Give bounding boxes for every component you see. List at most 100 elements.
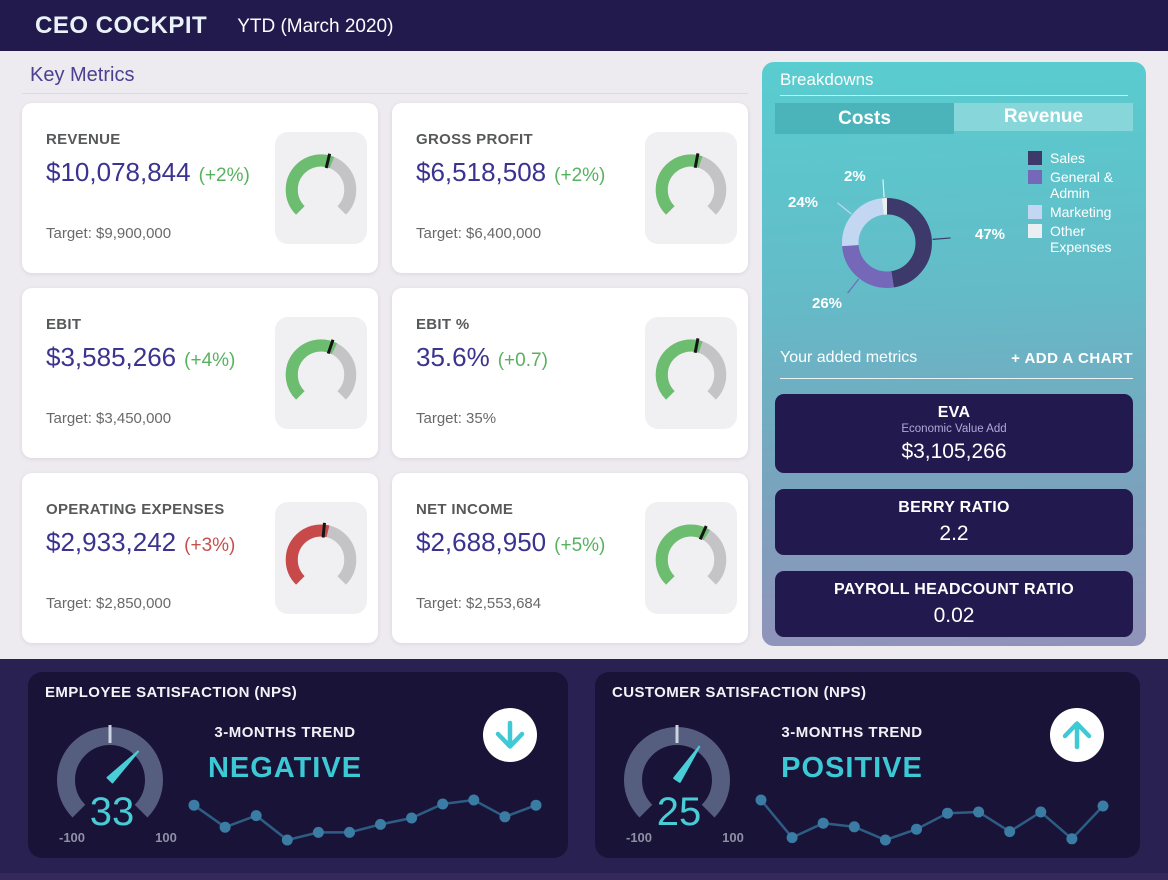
- legend-item: Other Expenses: [1028, 223, 1144, 255]
- key-metrics-grid: REVENUE $10,078,844 (+2%) Target: $9,900,…: [22, 103, 748, 643]
- metric-change: (+2%): [198, 165, 250, 186]
- added-metrics-divider: [780, 378, 1133, 379]
- metric-label: REVENUE: [46, 131, 121, 148]
- nps-value: 25: [656, 790, 702, 834]
- nps-min-label: -100: [58, 830, 86, 845]
- metric-gauge-chart: [645, 317, 737, 429]
- metric-value: 35.6%: [416, 342, 490, 372]
- tab-costs[interactable]: Costs: [775, 103, 954, 134]
- metric-target: Target: $6,400,000: [416, 225, 542, 242]
- metric-card: NET INCOME $2,688,950 (+5%) Target: $2,55…: [392, 473, 748, 643]
- nps-max-label: 100: [155, 830, 177, 845]
- nps-card: EMPLOYEE SATISFACTION (NPS) 33 -100 100 …: [28, 672, 568, 858]
- legend-item: General & Admin: [1028, 169, 1144, 201]
- legend-label: Other Expenses: [1050, 223, 1112, 256]
- added-metric-card: PAYROLL HEADCOUNT RATIO 0.02: [775, 571, 1133, 637]
- nps-gauge-chart: [597, 702, 757, 857]
- added-metric-card: BERRY RATIO 2.2: [775, 489, 1133, 555]
- added-metrics-list: EVA Economic Value Add $3,105,266 BERRY …: [775, 394, 1133, 653]
- added-metric-title: BERRY RATIO: [898, 499, 1010, 516]
- metric-gauge-chart: [275, 317, 367, 429]
- metric-gauge-chart: [275, 132, 367, 244]
- metric-label: OPERATING EXPENSES: [46, 501, 225, 518]
- metric-change: (+5%): [554, 535, 606, 556]
- nps-title: CUSTOMER SATISFACTION (NPS): [612, 684, 867, 701]
- nps-sparkline-chart: [176, 788, 548, 855]
- breakdowns-tabs: Costs Revenue: [775, 103, 1133, 134]
- nps-value: 33: [89, 790, 135, 834]
- metric-value-row: $2,933,242 (+3%): [46, 527, 235, 558]
- metric-change: (+4%): [184, 350, 236, 371]
- trend-label: 3-MONTHS TREND: [214, 724, 356, 741]
- legend-item: Sales: [1028, 150, 1144, 166]
- legend-swatch-icon: [1028, 151, 1042, 165]
- metric-gauge-chart: [645, 132, 737, 244]
- added-metric-value: 2.2: [939, 522, 969, 545]
- nps-section: EMPLOYEE SATISFACTION (NPS) 33 -100 100 …: [0, 659, 1168, 880]
- donut-slice-label: 26%: [812, 295, 843, 312]
- add-chart-button[interactable]: + ADD A CHART: [1011, 349, 1133, 367]
- legend-swatch-icon: [1028, 205, 1042, 220]
- nps-sparkline-chart: [743, 788, 1115, 855]
- tab-revenue[interactable]: Revenue: [954, 103, 1133, 131]
- donut-chart: [812, 168, 962, 323]
- metric-value-row: $2,688,950 (+5%): [416, 527, 605, 558]
- legend-label: Sales: [1050, 150, 1086, 166]
- legend-label: General & Admin: [1050, 169, 1114, 202]
- metric-value-row: $3,585,266 (+4%): [46, 342, 235, 373]
- metric-card: REVENUE $10,078,844 (+2%) Target: $9,900,…: [22, 103, 378, 273]
- key-metrics-heading: Key Metrics: [30, 64, 135, 86]
- added-metrics-label: Your added metrics: [780, 349, 918, 366]
- trend-arrow-down-icon: [483, 708, 537, 762]
- donut-slice-label: 2%: [844, 168, 866, 185]
- added-metric-title: EVA: [937, 404, 971, 421]
- added-metric-card: EVA Economic Value Add $3,105,266: [775, 394, 1133, 473]
- donut-legend: Sales General & Admin Marketing Other Ex…: [1028, 150, 1144, 259]
- legend-swatch-icon: [1028, 224, 1042, 239]
- key-metrics-divider: [22, 93, 748, 94]
- app-header: CEO COCKPIT YTD (March 2020): [0, 0, 1168, 51]
- donut-slice-label: 24%: [788, 194, 819, 211]
- nps-max-label: 100: [722, 830, 744, 845]
- metric-target: Target: $2,850,000: [46, 595, 172, 612]
- metric-label: GROSS PROFIT: [416, 131, 533, 148]
- metric-change: (+3%): [184, 535, 236, 556]
- legend-label: Marketing: [1050, 204, 1112, 221]
- metric-value: $10,078,844: [46, 157, 191, 187]
- metric-value-row: $10,078,844 (+2%): [46, 157, 250, 188]
- metric-value-row: $6,518,508 (+2%): [416, 157, 605, 188]
- added-metrics-header: Your added metrics + ADD A CHART: [780, 349, 1133, 367]
- metric-card: GROSS PROFIT $6,518,508 (+2%) Target: $6,…: [392, 103, 748, 273]
- trend-value: POSITIVE: [781, 752, 923, 784]
- metric-target: Target: $2,553,684: [416, 595, 542, 612]
- legend-swatch-icon: [1028, 170, 1042, 185]
- legend-item: Marketing: [1028, 204, 1144, 220]
- metric-label: EBIT: [46, 316, 82, 333]
- metric-gauge-chart: [645, 502, 737, 614]
- nps-card: CUSTOMER SATISFACTION (NPS) 25 -100 100 …: [595, 672, 1140, 858]
- metric-gauge-chart: [275, 502, 367, 614]
- added-metric-subtitle: Economic Value Add: [901, 423, 1007, 435]
- metric-value: $2,688,950: [416, 527, 547, 557]
- metric-card: EBIT % 35.6% (+0.7) Target: 35%: [392, 288, 748, 458]
- period-label: YTD (March 2020): [237, 16, 394, 37]
- metric-label: EBIT %: [416, 316, 470, 333]
- added-metric-value: 0.02: [933, 604, 975, 627]
- bottom-strip: [0, 873, 1168, 880]
- breakdowns-divider: [780, 95, 1128, 96]
- nps-min-label: -100: [625, 830, 653, 845]
- metric-change: (+0.7): [497, 350, 548, 371]
- metric-value: $3,585,266: [46, 342, 177, 372]
- costs-donut-chart: Sales General & Admin Marketing Other Ex…: [762, 140, 1146, 352]
- trend-value: NEGATIVE: [207, 752, 363, 784]
- metric-card: OPERATING EXPENSES $2,933,242 (+3%) Targe…: [22, 473, 378, 643]
- breakdowns-panel: Breakdowns Costs Revenue Sales General &…: [762, 62, 1146, 646]
- added-metric-title: PAYROLL HEADCOUNT RATIO: [833, 581, 1075, 598]
- metric-target: Target: 35%: [416, 410, 497, 427]
- nps-title: EMPLOYEE SATISFACTION (NPS): [45, 684, 298, 701]
- metric-value: $2,933,242: [46, 527, 177, 557]
- metric-change: (+2%): [554, 165, 606, 186]
- breakdowns-title: Breakdowns: [780, 70, 874, 89]
- main-section: Key Metrics REVENUE $10,078,844 (+2%) Tar…: [0, 51, 1168, 659]
- donut-slice-label: 47%: [975, 226, 1006, 243]
